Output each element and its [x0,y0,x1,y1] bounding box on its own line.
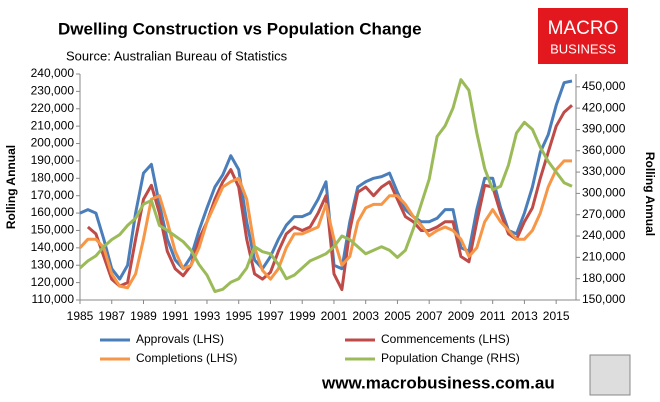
logo-text: MACRO [548,18,619,39]
wolf-icon [589,354,631,396]
website: www.macrobusiness.com.au [321,373,555,392]
x-tick-label: 1985 [67,309,94,323]
y-tick-label: 230,000 [31,84,75,98]
x-tick-label: 1995 [225,309,252,323]
legend-label: Completions (LHS) [136,351,237,365]
y-tick-label: 190,000 [31,153,75,167]
x-tick-label: 2011 [480,309,506,323]
y-tick-label: 130,000 [31,257,75,271]
x-tick-label: 2001 [321,309,348,323]
y-tick-label: 140,000 [31,240,75,254]
series-line [78,78,573,293]
y-axis-title: Rolling Annual [4,145,18,229]
legend-label: Commencements (LHS) [381,332,510,346]
x-tick-label: 2003 [352,309,379,323]
x-tick-label: 2009 [448,309,475,323]
y2-tick-label: 420,000 [582,100,626,114]
logo-text: BUSINESS [550,41,616,56]
y2-tick-label: 450,000 [582,79,626,93]
y2-tick-label: 330,000 [582,164,626,178]
x-tick-label: 2007 [416,309,443,323]
chart-subtitle: Source: Australian Bureau of Statistics [66,48,288,63]
x-tick-label: 2013 [511,309,538,323]
x-tick-label: 2015 [543,309,570,323]
y-tick-label: 200,000 [31,136,75,150]
y2-tick-label: 240,000 [582,228,626,242]
x-tick-label: 1993 [194,309,221,323]
series-line [78,159,572,290]
y-tick-label: 180,000 [31,170,75,184]
y-tick-label: 150,000 [31,223,75,237]
y-tick-label: 240,000 [31,66,75,80]
x-tick-label: 1987 [98,309,125,323]
y-tick-label: 220,000 [31,101,75,115]
legend-label: Approvals (LHS) [136,332,224,346]
x-tick-label: 1991 [162,309,189,323]
y2-tick-label: 180,000 [582,271,626,285]
y2-tick-label: 300,000 [582,186,626,200]
y-tick-label: 120,000 [31,275,75,289]
y2-tick-label: 270,000 [582,207,626,221]
y2-tick-label: 390,000 [582,122,626,136]
x-tick-label: 2005 [384,309,411,323]
y2-tick-label: 150,000 [582,292,626,306]
y-tick-label: 210,000 [31,118,75,132]
y-tick-label: 170,000 [31,188,75,202]
y-tick-label: 110,000 [32,292,75,306]
chart-title: Dwelling Construction vs Population Chan… [58,19,422,38]
x-tick-label: 1999 [289,309,316,323]
series-line [79,79,573,281]
x-tick-label: 1989 [130,309,157,323]
y-tick-label: 160,000 [31,205,75,219]
y2-tick-label: 360,000 [582,143,626,157]
x-tick-label: 1997 [257,309,284,323]
logo-box [538,8,628,64]
y2-axis-title: Rolling Annual [643,152,657,236]
y2-tick-label: 210,000 [582,250,626,264]
legend-label: Population Change (RHS) [381,351,520,365]
